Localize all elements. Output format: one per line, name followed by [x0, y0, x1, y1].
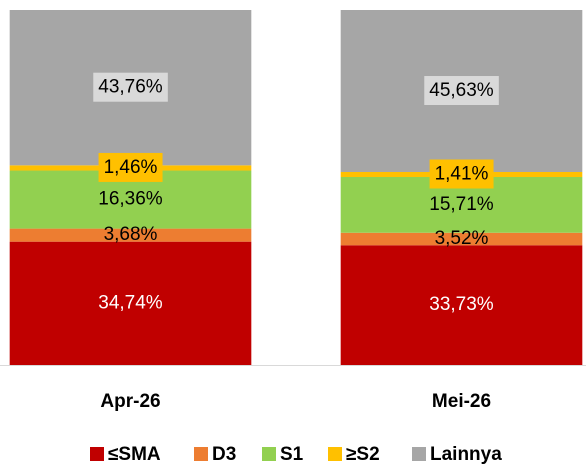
data-label: 1,41%: [435, 164, 489, 185]
legend-label: ≤SMA: [108, 444, 161, 465]
data-label: 3,52%: [435, 228, 489, 249]
data-label: 33,73%: [429, 294, 494, 315]
data-label: 34,74%: [98, 292, 163, 313]
legend-label: Lainnya: [430, 444, 502, 465]
legend-label: ≥S2: [346, 444, 380, 465]
data-label: 15,71%: [429, 194, 494, 215]
legend-swatch: [262, 447, 276, 461]
data-label: 45,63%: [429, 80, 494, 101]
data-label-box: [429, 159, 494, 189]
bar-segment: [9, 241, 252, 365]
data-label-box: [98, 152, 163, 182]
bar-segment: [340, 232, 583, 246]
bar-segment: [340, 245, 583, 365]
bar-segment: [9, 228, 252, 242]
legend-swatch: [412, 447, 426, 461]
data-label: 43,76%: [98, 77, 163, 98]
legend-label: S1: [280, 444, 304, 465]
data-label: 1,46%: [104, 157, 158, 178]
data-label: 3,68%: [104, 224, 158, 245]
data-label-box: [93, 72, 168, 102]
legend-swatch: [90, 447, 104, 461]
x-tick-label: Mei-26: [432, 391, 491, 412]
legend-swatch: [328, 447, 342, 461]
legend-swatch: [194, 447, 208, 461]
data-label-box: [424, 76, 499, 106]
x-tick-label: Apr-26: [100, 391, 160, 412]
legend-label: D3: [212, 444, 236, 465]
data-label: 16,36%: [98, 189, 163, 210]
